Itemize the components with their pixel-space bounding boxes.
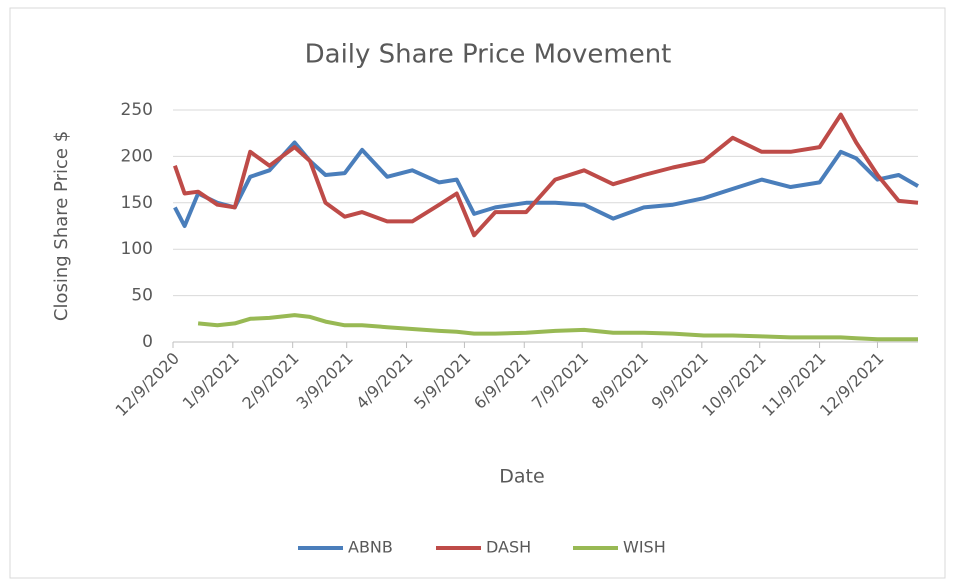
x-axis-label: Date bbox=[499, 466, 544, 488]
legend-label: WISH bbox=[623, 538, 666, 557]
legend-label: DASH bbox=[486, 538, 531, 557]
legend-label: ABNB bbox=[348, 538, 393, 557]
series-line bbox=[173, 140, 919, 228]
chart-border bbox=[9, 7, 946, 579]
series-line bbox=[173, 112, 919, 238]
y-tick-label: 200 bbox=[121, 146, 153, 166]
y-tick-label: 50 bbox=[131, 286, 153, 306]
chart-title: Daily Share Price Movement bbox=[305, 40, 672, 70]
y-tick-label: 150 bbox=[121, 193, 153, 213]
y-axis-label: Closing Share Price $ bbox=[51, 131, 72, 321]
y-tick-label: 100 bbox=[121, 239, 153, 259]
y-tick-label: 250 bbox=[121, 100, 153, 120]
y-tick-label: 0 bbox=[142, 332, 153, 352]
series-line bbox=[197, 313, 918, 342]
